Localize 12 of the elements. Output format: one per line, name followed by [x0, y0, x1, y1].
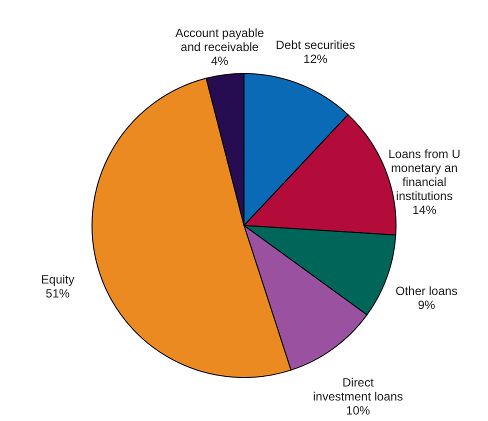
- slice-label: Other loans: [396, 284, 458, 298]
- data-label: 51%: [46, 286, 70, 301]
- slice-label: Equity: [41, 272, 74, 287]
- slice-label: Account payable and receivable: [175, 26, 264, 54]
- slice-label: Debt securities: [276, 38, 356, 52]
- data-label: 9%: [418, 298, 436, 312]
- data-label: 12%: [303, 52, 328, 66]
- data-label: 4%: [211, 54, 229, 68]
- slice-label: Loans from U monetary an financial institutions: [388, 147, 460, 204]
- slice-label: Direct investment loans: [313, 375, 404, 404]
- data-label: 14%: [412, 203, 437, 218]
- data-label: 10%: [346, 403, 370, 418]
